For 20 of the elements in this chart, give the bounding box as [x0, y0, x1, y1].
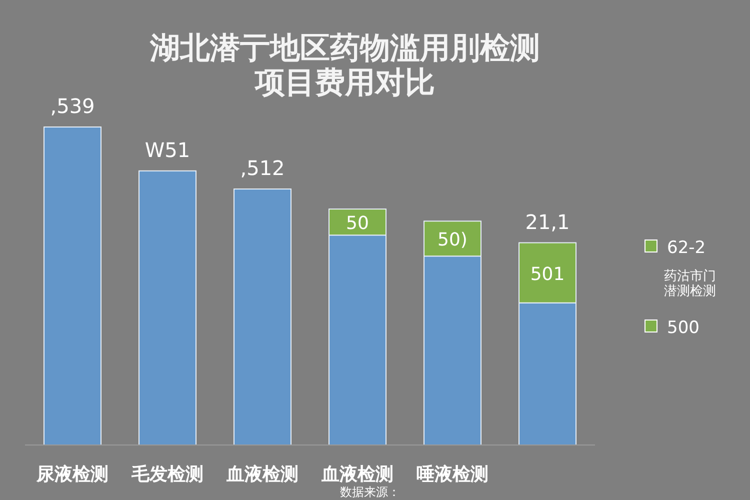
annotation: 50 [346, 213, 369, 234]
annotation: 50) [438, 230, 468, 251]
x-tick-label: 血液检测 [320, 464, 394, 485]
text: 62-2 [667, 238, 706, 258]
annotation: 501 [530, 264, 565, 285]
bar [234, 188, 292, 446]
text: ,539 [50, 94, 95, 118]
bar [138, 170, 196, 446]
annotation: ,512 [240, 156, 285, 180]
x-tick-label: 尿液检测 [36, 464, 108, 485]
x-tick-label: 毛发检测 [130, 464, 204, 485]
x-tick-label: 血液检测 [226, 464, 298, 485]
text: 药沽市门潜测检测 [664, 268, 716, 299]
bar [44, 126, 102, 446]
annotation: 21,1 [525, 210, 570, 234]
text: 500 [667, 318, 700, 338]
annotation: W51 [144, 138, 190, 162]
x-tick-label: 唾液检测 [416, 464, 488, 485]
chart-title: 湖北潜亍地区药物滥用刖检测项目费用对比 [149, 31, 540, 100]
source-note: 数据来源： [340, 485, 400, 499]
